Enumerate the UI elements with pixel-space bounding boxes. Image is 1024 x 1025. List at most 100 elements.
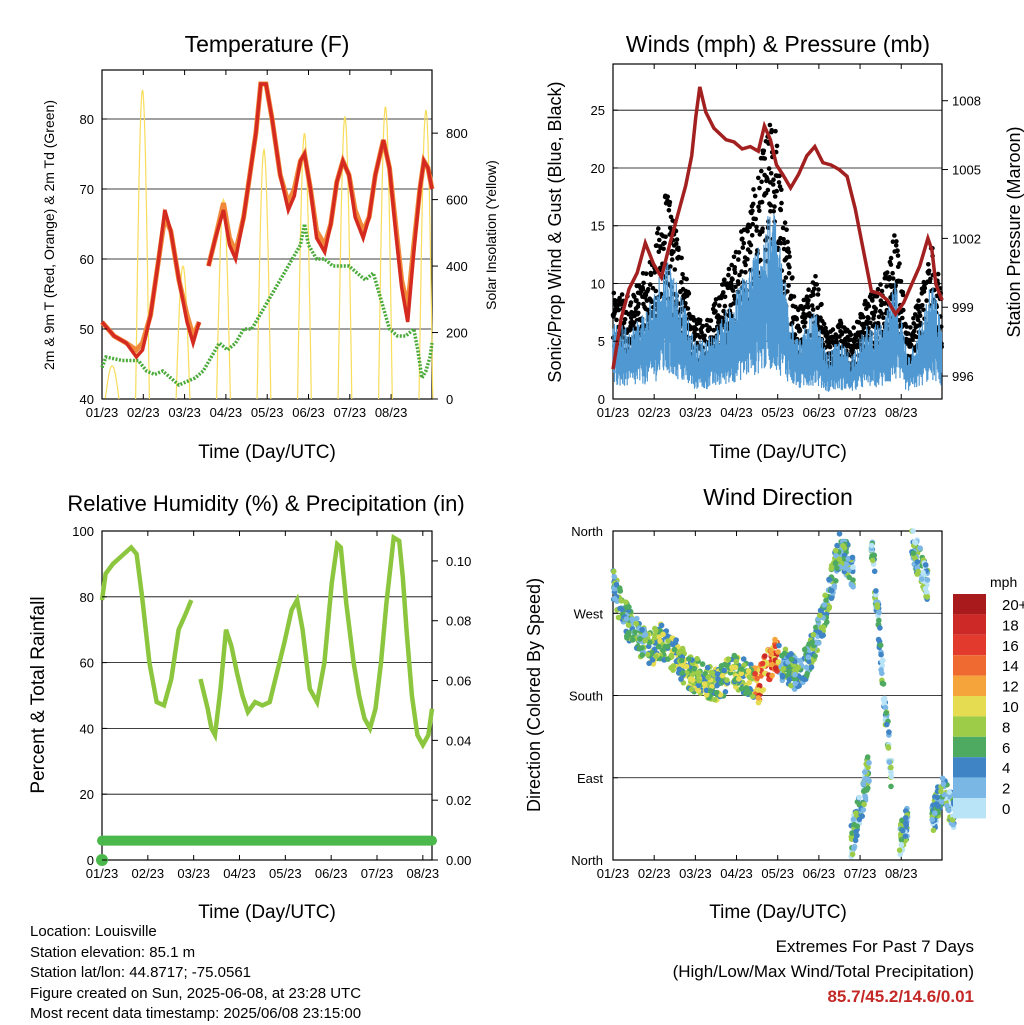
x-tick-label: 08/23 bbox=[407, 866, 440, 881]
direction-point bbox=[665, 643, 671, 650]
direction-point bbox=[809, 639, 815, 645]
direction-point bbox=[792, 680, 798, 687]
gust-point bbox=[622, 317, 628, 322]
direction-point bbox=[821, 602, 827, 608]
direction-point bbox=[917, 545, 923, 551]
x-tick-label: 02/23 bbox=[132, 866, 165, 881]
gust-point bbox=[910, 337, 915, 343]
direction-point bbox=[755, 695, 762, 701]
direction-point bbox=[754, 675, 760, 682]
gust-point bbox=[784, 227, 789, 232]
gust-point bbox=[786, 283, 791, 288]
gust-point bbox=[722, 277, 727, 283]
gust-point bbox=[733, 284, 738, 290]
gust-point bbox=[782, 220, 788, 225]
direction-point bbox=[672, 639, 678, 646]
direction-point bbox=[808, 664, 815, 670]
gust-point bbox=[731, 254, 737, 260]
gust-point bbox=[674, 237, 680, 242]
direction-point bbox=[850, 816, 857, 823]
gust-point bbox=[876, 314, 882, 320]
gust-point bbox=[890, 276, 896, 281]
direction-point bbox=[863, 787, 870, 793]
solar-insolation-line bbox=[337, 116, 353, 400]
gust-point bbox=[811, 286, 817, 292]
direction-point bbox=[834, 542, 840, 549]
direction-point bbox=[801, 646, 808, 653]
gust-point bbox=[721, 308, 726, 314]
gust-point bbox=[619, 292, 625, 297]
y-tick-label-right: 400 bbox=[446, 259, 468, 274]
gust-point bbox=[769, 128, 774, 133]
station-info: Location: Louisville Station elevation: … bbox=[30, 922, 361, 1025]
gust-point bbox=[768, 202, 773, 208]
direction-point bbox=[722, 661, 728, 668]
direction-point bbox=[803, 664, 810, 671]
colorbar-label: 14 bbox=[1002, 658, 1019, 675]
gust-point bbox=[908, 325, 913, 330]
gust-point bbox=[634, 298, 639, 303]
direction-point bbox=[924, 594, 931, 600]
y-tick-label-right: 1008 bbox=[952, 94, 981, 109]
direction-point bbox=[816, 629, 823, 636]
gust-point bbox=[887, 274, 892, 280]
gust-point bbox=[785, 289, 790, 294]
panel-title: Temperature (F) bbox=[185, 31, 350, 57]
direction-point bbox=[718, 680, 725, 686]
direction-point bbox=[817, 612, 823, 619]
direction-point bbox=[633, 620, 639, 627]
gust-point bbox=[741, 240, 747, 246]
direction-point bbox=[898, 837, 905, 843]
gust-point bbox=[749, 233, 755, 238]
direction-point bbox=[875, 636, 882, 643]
x-tick-label: 02/23 bbox=[127, 405, 160, 420]
y-axis-label-right: Station Pressure (Maroon) bbox=[1004, 126, 1024, 337]
direction-point bbox=[851, 845, 857, 851]
gust-point bbox=[761, 148, 767, 154]
direction-point bbox=[701, 681, 708, 687]
direction-point bbox=[795, 658, 802, 664]
direction-point bbox=[828, 595, 835, 602]
gust-point bbox=[633, 326, 638, 332]
gust-point bbox=[648, 272, 654, 278]
direction-point bbox=[615, 614, 622, 621]
wind-speed-series bbox=[612, 213, 943, 392]
gust-point bbox=[740, 245, 746, 250]
direction-point bbox=[639, 626, 645, 633]
extremes-values: 85.7/45.2/14.6/0.01 bbox=[827, 987, 974, 1006]
direction-point bbox=[850, 564, 856, 570]
gust-point bbox=[751, 187, 756, 192]
gust-point bbox=[777, 173, 782, 179]
direction-point bbox=[756, 683, 763, 689]
gust-point bbox=[814, 282, 819, 287]
temp-2m-line bbox=[100, 82, 434, 360]
colorbar-swatch bbox=[953, 798, 986, 819]
direction-point bbox=[738, 670, 745, 677]
direction-point bbox=[660, 647, 666, 653]
rh-line bbox=[99, 533, 435, 750]
y-tick-label-right: 800 bbox=[446, 126, 468, 141]
direction-point bbox=[740, 656, 747, 662]
gust-point bbox=[712, 301, 718, 306]
gust-point bbox=[768, 171, 774, 176]
gust-point bbox=[662, 240, 667, 246]
temperature-panel: 01/23 02/23 03/23 04/23 05/23 06/23 07/23 08/23… bbox=[41, 31, 499, 463]
gust-point bbox=[747, 224, 752, 230]
direction-point bbox=[877, 642, 884, 648]
direction-point bbox=[896, 847, 903, 853]
direction-point bbox=[862, 769, 868, 775]
direction-point bbox=[792, 676, 798, 683]
gust-point bbox=[770, 182, 776, 187]
gust-point bbox=[774, 143, 780, 149]
direction-point bbox=[629, 616, 635, 623]
direction-point bbox=[815, 640, 822, 646]
direction-point bbox=[749, 693, 756, 700]
direction-point bbox=[656, 643, 662, 650]
direction-point bbox=[874, 602, 880, 608]
colorbar-swatch bbox=[953, 614, 986, 635]
direction-point bbox=[877, 625, 883, 631]
x-tick-label: 04/23 bbox=[210, 405, 243, 420]
gust-point bbox=[729, 282, 734, 288]
y-tick-label-right: 0.10 bbox=[446, 554, 471, 569]
direction-point bbox=[623, 599, 629, 605]
